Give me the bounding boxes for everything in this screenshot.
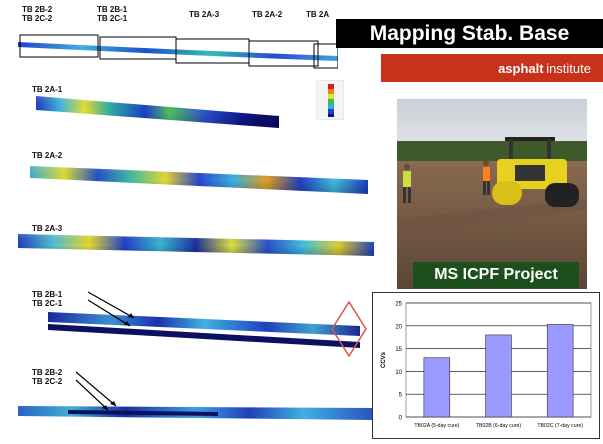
- ccv-map-2b1-2c1: [48, 291, 360, 348]
- overview-label-2a3: TB 2A-3: [189, 10, 220, 19]
- x-tick-label: TB02A (5-day cure): [414, 423, 459, 429]
- overview-label-2b1: TB 2B-1 TB 2C-1: [97, 5, 128, 23]
- overview-label-2a: TB 2A: [306, 10, 330, 19]
- bar-2: [485, 334, 512, 418]
- overview-label-2b2: TB 2B-2 TB 2C-2: [22, 5, 53, 23]
- section-label-2c2-text: TB 2C-2: [32, 377, 63, 386]
- y-tick-label: 15: [395, 347, 402, 353]
- section-label-2b1-text: TB 2B-1: [32, 290, 63, 299]
- ccv-chart-svg: 0 5 10 15 20 25 CCVs TB02A (5-day cure) TB02B (6…: [381, 302, 592, 429]
- y-tick-label: 5: [399, 393, 403, 399]
- section-label-2a3: TB 2A-3: [32, 224, 63, 233]
- ccv-map-2a1: [36, 96, 279, 128]
- y-tick-label: 20: [395, 324, 402, 330]
- section-label-2b1: TB 2B-1 TB 2C-1: [32, 290, 62, 308]
- y-tick-label: 10: [395, 370, 402, 376]
- slide-title: Mapping Stab. Base: [336, 19, 603, 48]
- overview-strip: [18, 34, 338, 69]
- x-tick-label: TB02C (7-day cure): [537, 423, 583, 429]
- section-label-2a2: TB 2A-2: [32, 151, 63, 160]
- bar-3: [546, 324, 574, 418]
- logo-word-light: institute: [546, 60, 591, 76]
- roller-compactor: [492, 137, 579, 207]
- section-label-2a1: TB 2A-1: [32, 85, 63, 94]
- x-tick-label: TB02B (6-day cure): [476, 423, 522, 429]
- section-label-2b2-text: TB 2B-2: [32, 368, 63, 377]
- asphalt-institute-logo: asphalt institute: [381, 54, 603, 82]
- color-scale-legend: [316, 80, 344, 120]
- ccv-map-2b2-2c2: [18, 371, 374, 420]
- section-label-2b2: TB 2B-2 TB 2C-2: [32, 368, 62, 386]
- y-tick-label: 0: [399, 416, 403, 422]
- section-label-2c1-text: TB 2C-1: [32, 299, 63, 308]
- worker-figure: [483, 160, 490, 195]
- y-axis-label: CCVs: [381, 351, 387, 368]
- photo-caption: MS ICPF Project: [413, 262, 579, 288]
- worker-figure-left: [403, 164, 411, 203]
- ccv-map-2a2: [30, 166, 368, 194]
- ccv-map-2a3: [18, 234, 374, 256]
- highlight-diamond: [331, 300, 367, 358]
- logo-word-bold: asphalt: [498, 60, 544, 76]
- bar-1: [423, 357, 451, 418]
- overview-label-2a2: TB 2A-2: [252, 10, 283, 19]
- field-photo: [397, 99, 587, 289]
- y-tick-label: 25: [395, 302, 402, 308]
- ccv-bar-chart: 0 5 10 15 20 25 CCVs TB02A (5-day cure) TB02B (6…: [372, 292, 600, 439]
